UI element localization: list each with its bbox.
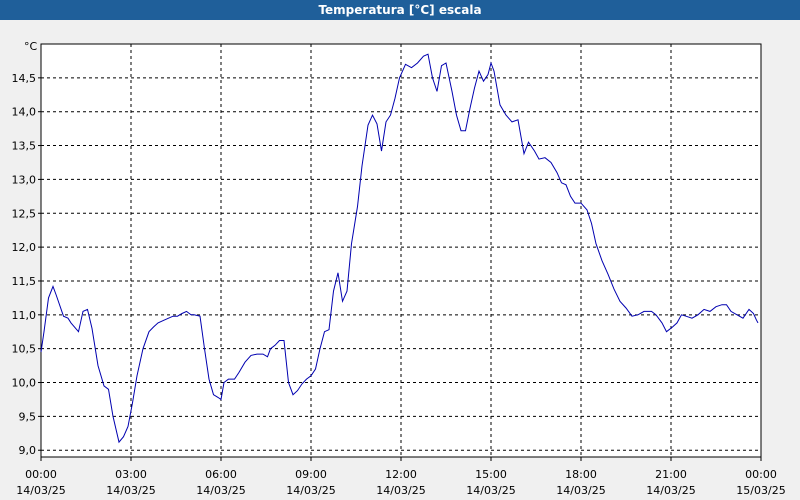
x-tick-time-label: 00:00 [745,468,777,481]
x-tick-time-label: 00:00 [25,468,57,481]
x-tick-date-label: 14/03/25 [376,484,425,497]
y-tick-label: 10,0 [12,377,37,390]
x-tick-time-label: 06:00 [205,468,237,481]
y-axis-ticks: 9,0 9,5 10,0 10,5 11,0 11,5 12,0 12,5 13,0 13,5 14… [12,72,41,457]
y-tick-label: 14,5 [12,72,37,85]
x-axis-ticks: 00:00 14/03/25 03:00 14/03/25 06:00 14/03/25 0… [16,457,786,497]
x-tick-time-label: 12:00 [385,468,417,481]
y-tick-label: 12,5 [12,207,37,220]
x-tick-date-label: 14/03/25 [556,484,605,497]
series-layer [40,53,759,444]
y-tick-label: 11,0 [12,309,37,322]
y-tick-label: 9,5 [19,410,37,423]
x-tick-time-label: 09:00 [295,468,327,481]
temperature-chart: 9,0 9,5 10,0 10,5 11,0 11,5 12,0 12,5 13,0 13,5 14… [12,40,786,497]
x-tick-date-label: 14/03/25 [466,484,515,497]
y-tick-label: 14,0 [12,106,37,119]
x-tick-date-label: 14/03/25 [286,484,335,497]
y-tick-label: 13,5 [12,140,37,153]
temperature-series-line [40,53,759,444]
x-tick-date-label: 14/03/25 [646,484,695,497]
y-tick-label: 12,0 [12,241,37,254]
x-tick-time-label: 03:00 [115,468,147,481]
x-tick-date-label: 14/03/25 [106,484,155,497]
grid [41,44,761,457]
x-tick-time-label: 18:00 [565,468,597,481]
x-tick-date-label: 14/03/25 [196,484,245,497]
y-tick-label: 13,0 [12,173,37,186]
x-tick-date-label: 15/03/25 [736,484,785,497]
chart-title: Temperatura [°C] escala [0,0,800,20]
y-axis-unit-label: °C [24,40,38,53]
x-tick-time-label: 21:00 [655,468,687,481]
y-tick-label: 9,0 [19,444,37,457]
y-tick-label: 11,5 [12,275,37,288]
x-tick-date-label: 14/03/25 [16,484,65,497]
y-tick-label: 10,5 [12,343,37,356]
x-tick-time-label: 15:00 [475,468,507,481]
